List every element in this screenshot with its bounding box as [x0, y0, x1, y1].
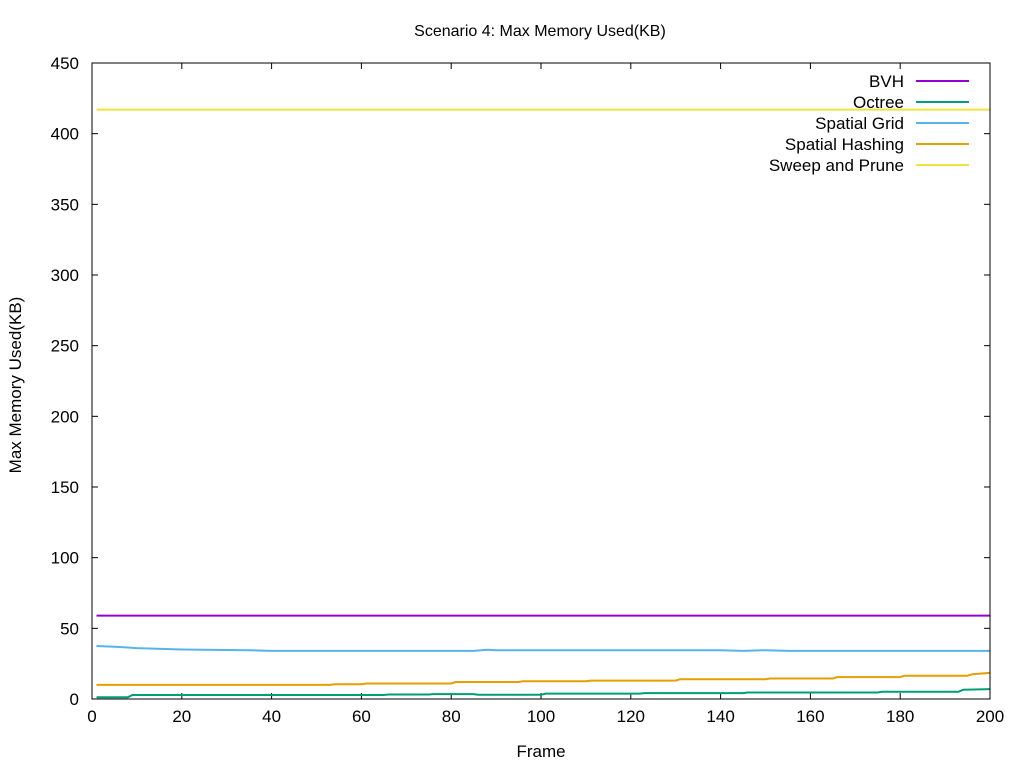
y-tick-label: 150 — [51, 478, 79, 497]
y-tick-label: 0 — [70, 690, 79, 709]
y-tick-label: 100 — [51, 549, 79, 568]
legend-label-sweep-and-prune: Sweep and Prune — [769, 156, 904, 175]
legend-label-bvh: BVH — [869, 72, 904, 91]
series-line-spatial-grid — [96, 645, 990, 652]
x-tick-label: 40 — [262, 707, 281, 726]
x-tick-label: 100 — [527, 707, 555, 726]
legend-label-spatial-hashing: Spatial Hashing — [785, 135, 904, 154]
y-axis-label: Max Memory Used(KB) — [6, 297, 25, 474]
x-tick-label: 80 — [442, 707, 461, 726]
axis-ticks: 0 20 40 60 80 100 120 140 160 180 200 0 50 100 150 200 2… — [51, 54, 1005, 726]
x-tick-label: 120 — [617, 707, 645, 726]
x-tick-label: 200 — [976, 707, 1004, 726]
legend-label-octree: Octree — [853, 93, 904, 112]
x-tick-label: 0 — [87, 707, 96, 726]
x-axis-label: Frame — [516, 742, 565, 761]
x-tick-label: 20 — [172, 707, 191, 726]
series-line-spatial-hashing — [96, 671, 991, 686]
y-tick-label: 50 — [60, 619, 79, 638]
y-tick-label: 250 — [51, 337, 79, 356]
x-tick-label: 140 — [706, 707, 734, 726]
y-tick-label: 400 — [51, 125, 79, 144]
y-tick-label: 450 — [51, 54, 79, 73]
legend-label-spatial-grid: Spatial Grid — [815, 114, 904, 133]
y-tick-label: 200 — [51, 407, 79, 426]
chart-title: Scenario 4: Max Memory Used(KB) — [414, 23, 666, 40]
series-line-octree — [96, 688, 991, 699]
y-tick-label: 300 — [51, 266, 79, 285]
legend: BVH Octree Spatial Grid Spatial Hashing Swee… — [769, 72, 969, 175]
y-tick-label: 350 — [51, 195, 79, 214]
x-tick-label: 160 — [796, 707, 824, 726]
series-lines — [96, 108, 991, 699]
x-tick-label: 180 — [886, 707, 914, 726]
plot-frame — [91, 62, 991, 700]
x-tick-label: 60 — [352, 707, 371, 726]
